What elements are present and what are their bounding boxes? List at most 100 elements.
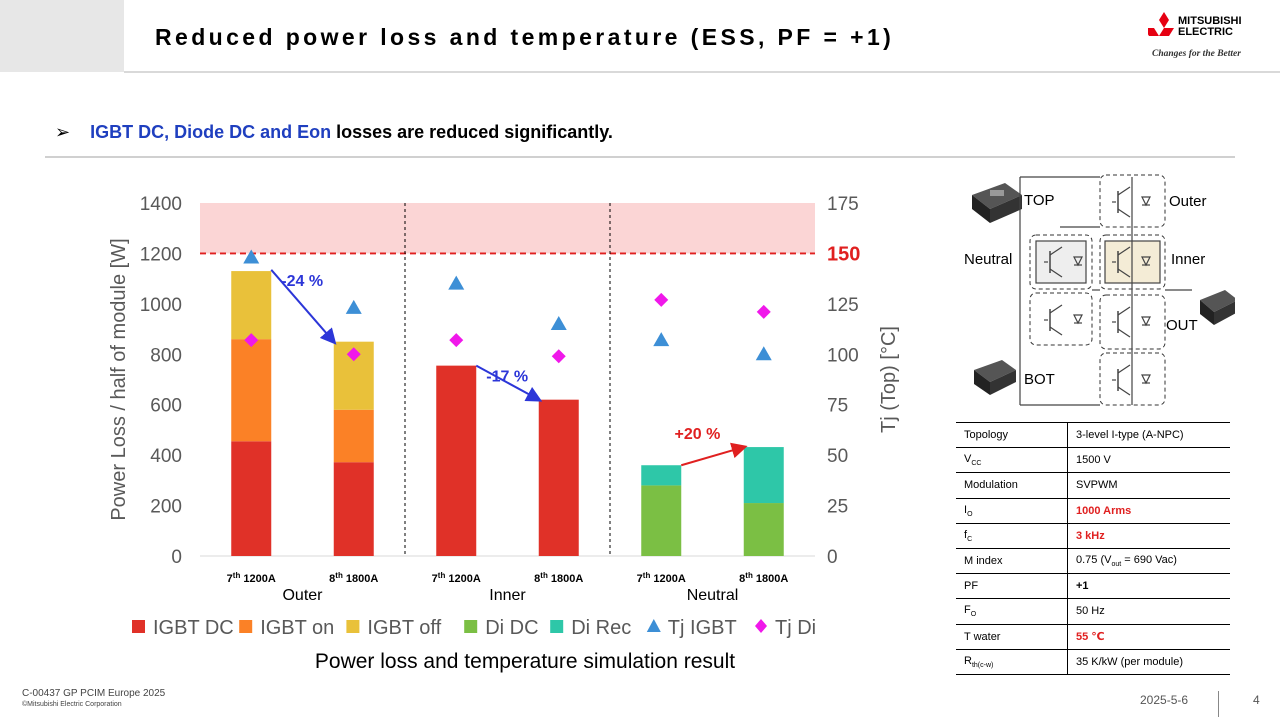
parameter-row: Modulation SVPWM: [956, 472, 1230, 499]
parameter-row: PF +1: [956, 573, 1230, 600]
svg-text:IGBT on: IGBT on: [260, 617, 334, 639]
svg-text:Di DC: Di DC: [485, 617, 538, 639]
parameter-row: VCC 1500 V: [956, 447, 1230, 474]
bar-segment: [231, 271, 272, 340]
parameter-key: VCC: [956, 447, 1068, 474]
category-label: 8th 1800A: [329, 571, 378, 586]
category-label: 7th 1200A: [227, 571, 276, 586]
category-label: 8th 1800A: [534, 571, 583, 586]
footer-code: C-00437 GP PCIM Europe 2025: [22, 688, 166, 699]
y2-tick-label: 25: [827, 497, 848, 518]
y-tick-label: 1000: [140, 295, 182, 316]
module-out-icon: [1200, 290, 1235, 325]
parameter-key: PF: [956, 573, 1068, 600]
limit-zone: [200, 203, 815, 254]
parameter-value: 0.75 (Vout = 690 Vac): [1067, 548, 1230, 575]
parameter-row: T water 55 ℃: [956, 624, 1230, 650]
svg-text:Di Rec: Di Rec: [571, 617, 631, 639]
parameter-value: 3 kHz: [1067, 523, 1230, 549]
page-title: Reduced power loss and temperature (ESS,…: [155, 24, 895, 50]
y2-tick-label: 50: [827, 446, 848, 467]
category-label: 8th 1800A: [739, 571, 788, 586]
tj-igbt-point: [653, 332, 670, 347]
legend-item: IGBT on: [239, 617, 334, 639]
key-point-text: losses are reduced significantly.: [331, 122, 613, 142]
power-loss-chart: 150 0 200 400 600 800 1000 1200 1400 0 25 50 75 100 12…: [108, 194, 900, 673]
tj-di-point: [654, 292, 669, 307]
change-arrow: [680, 442, 748, 467]
bar-segment: [538, 399, 579, 556]
bar-segment: [743, 447, 784, 504]
bar-segment: [436, 365, 477, 556]
parameter-value: SVPWM: [1067, 472, 1230, 499]
parameter-value: 55 ℃: [1067, 624, 1230, 650]
parameter-value: 1000 Arms: [1067, 498, 1230, 524]
y-axis-title: Power Loss / half of module [W]: [108, 238, 130, 520]
legend-item: Tj Di: [755, 617, 816, 639]
y2-axis-title: Tj (Top) [°C]: [878, 326, 900, 433]
footer-date: 2025-5-6: [1140, 693, 1189, 707]
label-neutral: Neutral: [964, 251, 1012, 268]
y-tick-label: 800: [150, 345, 182, 366]
parameter-row: Rth(c-w) 35 K/kW (per module): [956, 649, 1230, 675]
svg-text:IGBT DC: IGBT DC: [153, 617, 234, 639]
tj-di-point: [346, 347, 361, 362]
change-arrow: [270, 269, 337, 345]
bar-segment: [641, 485, 682, 556]
page-number: 4: [1253, 693, 1260, 707]
category-label: 7th 1200A: [637, 571, 686, 586]
y2-tick-label: 175: [827, 194, 859, 215]
legend-item: Tj IGBT: [646, 617, 737, 639]
tj-igbt-point: [345, 299, 362, 314]
logo-line1: MITSUBISHI: [1178, 15, 1242, 27]
module-bot-icon: [974, 360, 1016, 395]
igbt-switch-icon: [1112, 186, 1151, 218]
bar-segment: [333, 462, 374, 556]
igbt-switch-icon: [1112, 364, 1151, 396]
y-tick-label: 600: [150, 396, 182, 417]
parameter-key: FO: [956, 598, 1068, 625]
category-label: 7th 1200A: [432, 571, 481, 586]
tj-igbt-point: [755, 346, 772, 361]
parameter-row: M index 0.75 (Vout = 690 Vac): [956, 548, 1230, 575]
svg-text:IGBT off: IGBT off: [367, 617, 441, 639]
parameter-value: 50 Hz: [1067, 598, 1230, 625]
parameter-row: IO 1000 Arms: [956, 498, 1230, 524]
change-arrow: [475, 364, 543, 402]
module-top-icon: [972, 183, 1022, 223]
tj-di-point: [551, 349, 566, 364]
y2-tick-label: 0: [827, 547, 838, 568]
tj-di-point: [449, 333, 464, 348]
parameter-value: +1: [1067, 573, 1230, 600]
parameter-key: Modulation: [956, 472, 1068, 499]
label-outer: Outer: [1169, 193, 1207, 210]
parameter-key: Topology: [956, 421, 1068, 449]
footer-copyright: ©Mitsubishi Electric Corporation: [22, 701, 122, 708]
parameter-row: Topology 3-level I-type (A-NPC): [956, 421, 1230, 449]
change-label: -17 %: [486, 369, 528, 386]
legend-item: IGBT DC: [132, 617, 234, 639]
tj-di-point: [756, 304, 771, 319]
parameter-key: IO: [956, 498, 1068, 524]
y-tick-label: 200: [150, 497, 182, 518]
header-accent-block: [0, 0, 124, 72]
y-tick-label: 1200: [140, 244, 182, 265]
limit-label: 150: [827, 243, 860, 265]
footer-separator: [1218, 691, 1219, 717]
change-label: -24 %: [281, 273, 323, 290]
three-diamonds-icon: [1148, 12, 1174, 36]
y2-tick-label: 125: [827, 295, 859, 316]
tj-di-point: [244, 333, 259, 348]
tj-igbt-point: [550, 316, 567, 331]
parameter-key: Rth(c-w): [956, 649, 1068, 675]
logo-tagline: Changes for the Better: [1152, 49, 1241, 59]
legend-item: Di Rec: [550, 617, 631, 639]
logo-line2: ELECTRIC: [1178, 26, 1233, 38]
tj-igbt-point: [243, 249, 260, 264]
parameter-row: fC 3 kHz: [956, 523, 1230, 549]
label-bot: BOT: [1024, 371, 1055, 388]
bullet-divider: [45, 156, 1235, 158]
tj-igbt-point: [448, 275, 465, 290]
parameter-value: 35 K/kW (per module): [1067, 649, 1230, 675]
